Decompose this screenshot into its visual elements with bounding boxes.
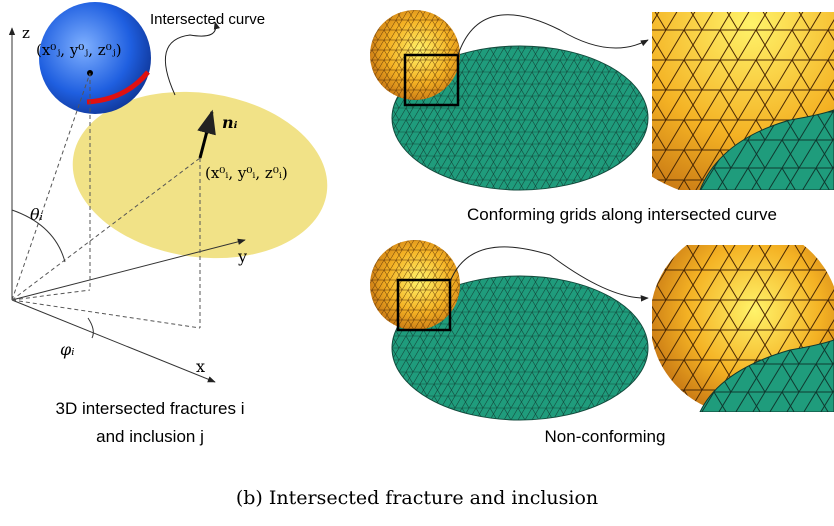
figure: Intersected curve z y x (x⁰ⱼ, y⁰ⱼ, z⁰ⱼ) … [0, 0, 834, 526]
inclusion-center: (x⁰ⱼ, y⁰ⱼ, z⁰ⱼ) [36, 41, 122, 59]
left-caption-2: and inclusion j [96, 427, 204, 446]
bottom-caption: Non-conforming [545, 427, 666, 446]
theta-label: θᵢ [30, 205, 43, 224]
nonconforming-panel: Non-conforming [370, 225, 834, 446]
phi-label: φᵢ [60, 340, 74, 359]
curve-label: Intersected curve [150, 11, 265, 28]
left-diagram: Intersected curve z y x (x⁰ⱼ, y⁰ⱼ, z⁰ⱼ) … [12, 2, 338, 446]
axis-x: x [196, 357, 205, 376]
axis-y: y [237, 247, 247, 266]
top-caption: Conforming grids along intersected curve [467, 205, 777, 224]
normal-label: nᵢ [222, 113, 238, 132]
figure-caption: (b) Intersected fracture and inclusion [236, 487, 598, 509]
conforming-panel: Conforming grids along intersected curve [370, 0, 834, 224]
left-caption-1: 3D intersected fractures i [56, 399, 245, 418]
fracture-center: (x⁰ᵢ, y⁰ᵢ, z⁰ᵢ) [205, 164, 288, 182]
axis-z: z [22, 24, 30, 42]
